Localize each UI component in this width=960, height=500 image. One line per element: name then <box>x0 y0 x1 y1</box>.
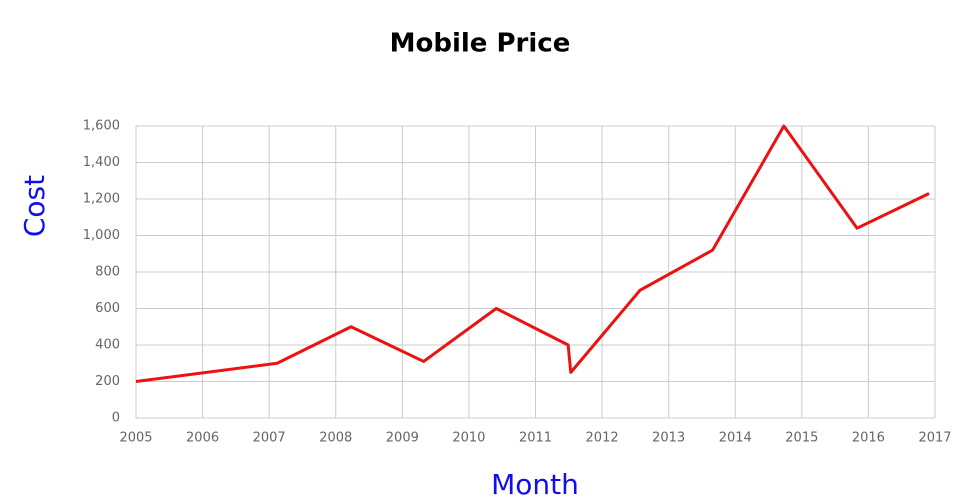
x-tick-label: 2016 <box>852 431 885 446</box>
x-tick-label: 2009 <box>386 431 419 446</box>
y-tick-label: 0 <box>112 411 120 426</box>
x-tick-label: 2017 <box>918 431 951 446</box>
x-tick-label: 2008 <box>319 431 352 446</box>
x-tick-label: 2007 <box>253 431 286 446</box>
y-axis-title: Cost <box>18 175 51 237</box>
x-axis-title: Month <box>491 468 579 500</box>
x-tick-label: 2013 <box>652 431 685 446</box>
x-tick-label: 2012 <box>586 431 619 446</box>
x-tick-label: 2011 <box>519 431 552 446</box>
y-tick-label: 200 <box>95 374 120 389</box>
x-tick-label: 2006 <box>186 431 219 446</box>
y-tick-label: 1,200 <box>83 192 120 207</box>
y-tick-label: 1,000 <box>83 228 120 243</box>
x-tick-label: 2014 <box>719 431 752 446</box>
line-series <box>135 124 930 383</box>
x-tick-label: 2015 <box>785 431 818 446</box>
y-tick-label: 1,600 <box>83 119 120 134</box>
chart-title: Mobile Price <box>390 29 571 59</box>
y-tick-label: 400 <box>95 338 120 353</box>
x-tick-label: 2010 <box>452 431 485 446</box>
y-tick-label: 600 <box>95 301 120 316</box>
y-tick-label: 800 <box>95 265 120 280</box>
y-tick-label: 1,400 <box>83 155 120 170</box>
x-tick-label: 2005 <box>119 431 152 446</box>
